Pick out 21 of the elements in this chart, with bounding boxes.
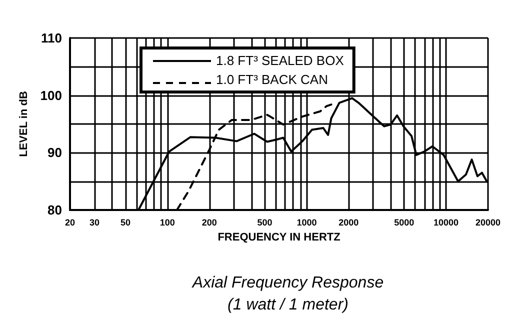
legend-label: 1.0 FT³ BACK CAN [216,72,328,87]
y-axis-title: LEVEL in dB [18,91,30,157]
y-tick-label: 80 [48,202,62,218]
x-tick-label: 100 [160,218,175,228]
x-tick-label: 5000 [394,218,414,228]
y-tick-label: 90 [48,145,62,160]
x-tick-label: 10000 [434,218,459,228]
x-tick-label: 20 [64,218,76,228]
text: Axial Frequency Response [191,274,384,292]
legend-label: 1.8 FT³ SEALED BOX [216,53,344,68]
x-tick-label: 1000 [296,218,317,228]
x-tick-label: 500 [257,218,272,228]
x-tick-label: 200 [202,218,217,228]
x-tick-label: 20000 [475,218,501,228]
x-axis-title: FREQUENCY IN HERTZ [218,232,341,244]
text: (1 watt / 1 meter) [228,296,348,314]
x-tick-label: 30 [90,218,100,228]
y-tick-label: 100 [40,88,62,103]
x-tick-label: 2000 [338,218,359,228]
x-tick-label: 50 [120,218,130,228]
y-tick-label: 110 [41,30,62,46]
